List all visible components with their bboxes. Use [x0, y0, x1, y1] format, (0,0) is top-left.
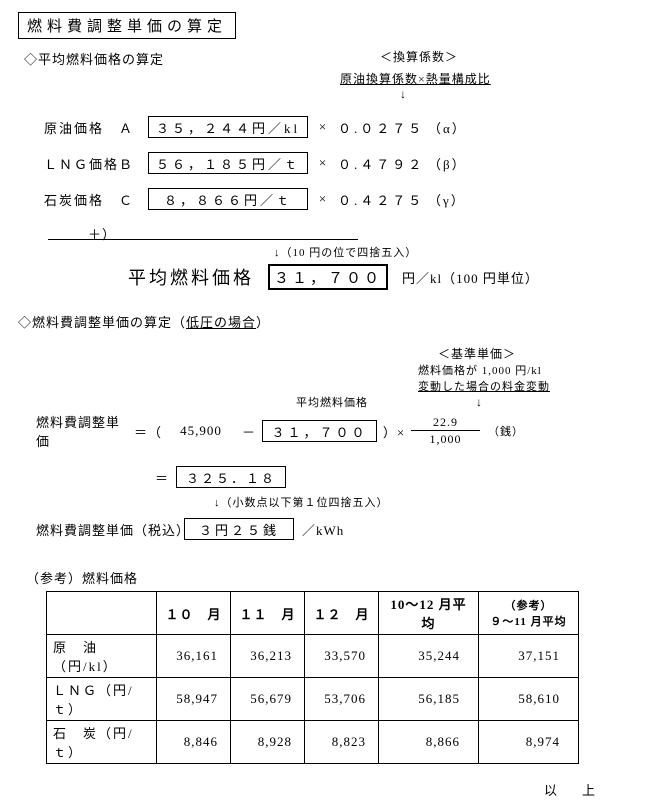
final-value-box: ３円２５銭 — [184, 518, 294, 540]
v2-box: ３１，７００ — [262, 420, 377, 442]
price-row: ＬＮＧ価格Ｂ５６，１８５円／ｔ×０.４７９２（β） — [18, 152, 631, 174]
greek: （β） — [428, 154, 467, 173]
ref-col-4a: （参考） — [485, 597, 572, 613]
page-title: 燃料費調整単価の算定 — [18, 12, 236, 39]
price-row: 原油価格 Ａ３５，２４４円／kl×０.０２７５（α） — [18, 116, 631, 138]
arrow: ↓ — [400, 87, 407, 102]
price-label: 石炭価格 Ｃ — [18, 190, 148, 209]
multiply: × — [308, 119, 338, 135]
ref-table: １０ 月 １１ 月 １２ 月 10～12 月平均 （参考） ９～11 月平均 原… — [46, 591, 579, 764]
ref-col-2: １２ 月 — [305, 592, 379, 635]
arrow2: ↓ — [476, 395, 483, 410]
price-label: 原油価格 Ａ — [18, 118, 148, 137]
cell: 35,244 — [379, 635, 479, 678]
fraction: 22.9 1,000 — [411, 415, 480, 447]
cell: 37,151 — [479, 635, 579, 678]
greek: （γ） — [428, 190, 466, 209]
final-label: 燃料費調整単価（税込） — [18, 520, 184, 539]
coef-header: ＜換算係数＞ — [334, 48, 504, 65]
coef-sub: 原油換算係数×熱量構成比 — [340, 70, 491, 87]
ref-col-1: １１ 月 — [231, 592, 305, 635]
sec1-head: ◇平均燃料価格の算定 — [24, 49, 334, 68]
table-row: 原 油（円/kl）36,16136,21333,57035,24437,151 — [47, 635, 579, 678]
greek: （α） — [428, 118, 467, 137]
coefficient: ０.４２７５ — [338, 190, 428, 209]
base-line1: 燃料価格が 1,000 円/kl — [418, 362, 542, 378]
cell: 8,823 — [305, 721, 379, 764]
cell: 8,866 — [379, 721, 479, 764]
ref-head: （参考）燃料価格 — [18, 568, 631, 587]
ref-blank — [47, 592, 157, 635]
cell: 36,161 — [157, 635, 231, 678]
minus: － — [236, 422, 262, 441]
cell: 8,974 — [479, 721, 579, 764]
cell: 58,947 — [157, 678, 231, 721]
cell: 8,928 — [231, 721, 305, 764]
cell: 33,570 — [305, 635, 379, 678]
final-unit: ／kWh — [302, 520, 344, 539]
sec2-head-b: ） — [256, 315, 270, 330]
avg-caption: 平均燃料価格 — [296, 394, 368, 410]
cell: 53,706 — [305, 678, 379, 721]
coefficient: ０.４７９２ — [338, 154, 428, 173]
row-label: 原 油（円/kl） — [47, 635, 157, 678]
plus-sign: ＋） — [88, 224, 116, 243]
frac-num: 22.9 — [411, 415, 480, 431]
eq2: ＝ — [148, 468, 176, 487]
row-label: 石 炭（円/ｔ） — [47, 721, 157, 764]
base-line2: 変動した場合の料金変動 — [418, 378, 550, 394]
frac-den: 1,000 — [430, 431, 462, 447]
round-note-2: ↓（小数点以下第１位四捨五入） — [214, 494, 389, 510]
price-row: 石炭価格 Ｃ８，８６６円／ｔ×０.４２７５（γ） — [18, 188, 631, 210]
footer: 以 上 — [18, 780, 601, 799]
multiply: × — [308, 191, 338, 207]
close-mul: ）× — [377, 422, 411, 441]
table-row: ＬＮＧ（円/ｔ）58,94756,67953,70656,18558,610 — [47, 678, 579, 721]
cell: 36,213 — [231, 635, 305, 678]
cell: 58,610 — [479, 678, 579, 721]
price-value-box: ５６，１８５円／ｔ — [148, 152, 308, 174]
avg-value-box: ３１，７００ — [268, 264, 388, 290]
sec2-head-a: ◇燃料費調整単価の算定（ — [18, 315, 186, 330]
avg-label: 平均燃料価格 — [128, 264, 254, 290]
cell: 8,846 — [157, 721, 231, 764]
eq-open: ＝（ — [130, 422, 166, 441]
ref-col-4: （参考） ９～11 月平均 — [479, 592, 579, 635]
base-header: ＜基準単価＞ — [438, 345, 516, 362]
ref-col-0: １０ 月 — [157, 592, 231, 635]
sec2-head: ◇燃料費調整単価の算定（低圧の場合） — [18, 312, 631, 331]
cell: 56,185 — [379, 678, 479, 721]
avg-unit: 円／kl（100 円単位） — [402, 268, 539, 287]
calc-label: 燃料費調整単価 — [18, 412, 130, 450]
v1: 45,900 — [166, 423, 236, 439]
price-label: ＬＮＧ価格Ｂ — [18, 154, 148, 173]
sec2-head-u: 低圧の場合 — [186, 315, 256, 330]
plus-rule: ＋） — [48, 224, 358, 240]
price-value-box: ３５，２４４円／kl — [148, 116, 308, 138]
ref-col-4b: ９～11 月平均 — [485, 613, 572, 629]
row-label: ＬＮＧ（円/ｔ） — [47, 678, 157, 721]
price-value-box: ８，８６６円／ｔ — [148, 188, 308, 210]
ref-col-3: 10～12 月平均 — [379, 592, 479, 635]
coefficient: ０.０２７５ — [338, 118, 428, 137]
price-rows: 原油価格 Ａ３５，２４４円／kl×０.０２７５（α）ＬＮＧ価格Ｂ５６，１８５円／… — [18, 116, 631, 210]
round-note-1: ↓（10 円の位で四捨五入） — [274, 244, 417, 260]
result-box: ３２５．１８ — [176, 466, 286, 488]
cell: 56,679 — [231, 678, 305, 721]
sen: （銭） — [488, 423, 524, 439]
table-row: 石 炭（円/ｔ）8,8468,9288,8238,8668,974 — [47, 721, 579, 764]
multiply: × — [308, 155, 338, 171]
